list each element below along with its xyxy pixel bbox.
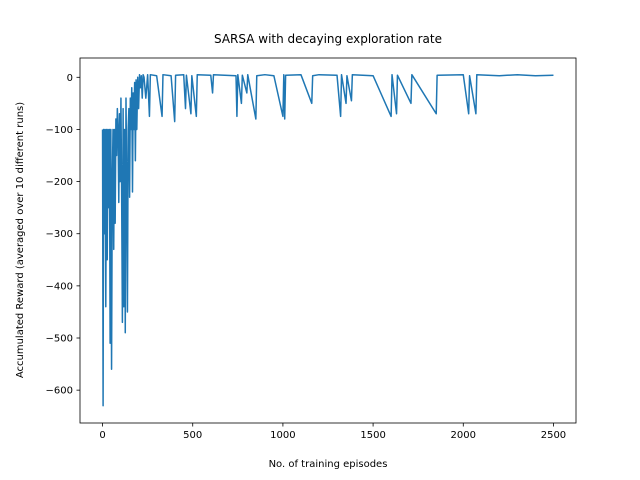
data-line — [101, 73, 554, 407]
y-axis-label: Accumulated Reward (averaged over 10 dif… — [15, 102, 26, 378]
y-tick-label: −400 — [46, 281, 73, 292]
y-tick-label: −600 — [46, 386, 73, 397]
y-tick-label: −100 — [46, 125, 73, 136]
x-tick-label: 2000 — [451, 430, 476, 441]
y-tick-label: −500 — [46, 334, 73, 345]
x-tick-label: 0 — [99, 430, 105, 441]
y-tick-label: 0 — [67, 73, 73, 84]
plot-frame — [79, 57, 577, 424]
x-tick-label: 2500 — [541, 430, 566, 441]
x-axis-label: No. of training episodes — [269, 459, 388, 470]
y-tick-label: −300 — [46, 229, 73, 240]
x-tick-label: 1500 — [360, 430, 385, 441]
y-tick-label: −200 — [46, 177, 73, 188]
chart-title: SARSA with decaying exploration rate — [214, 32, 442, 46]
x-tick-label: 500 — [183, 430, 202, 441]
x-tick-label: 1000 — [270, 430, 295, 441]
